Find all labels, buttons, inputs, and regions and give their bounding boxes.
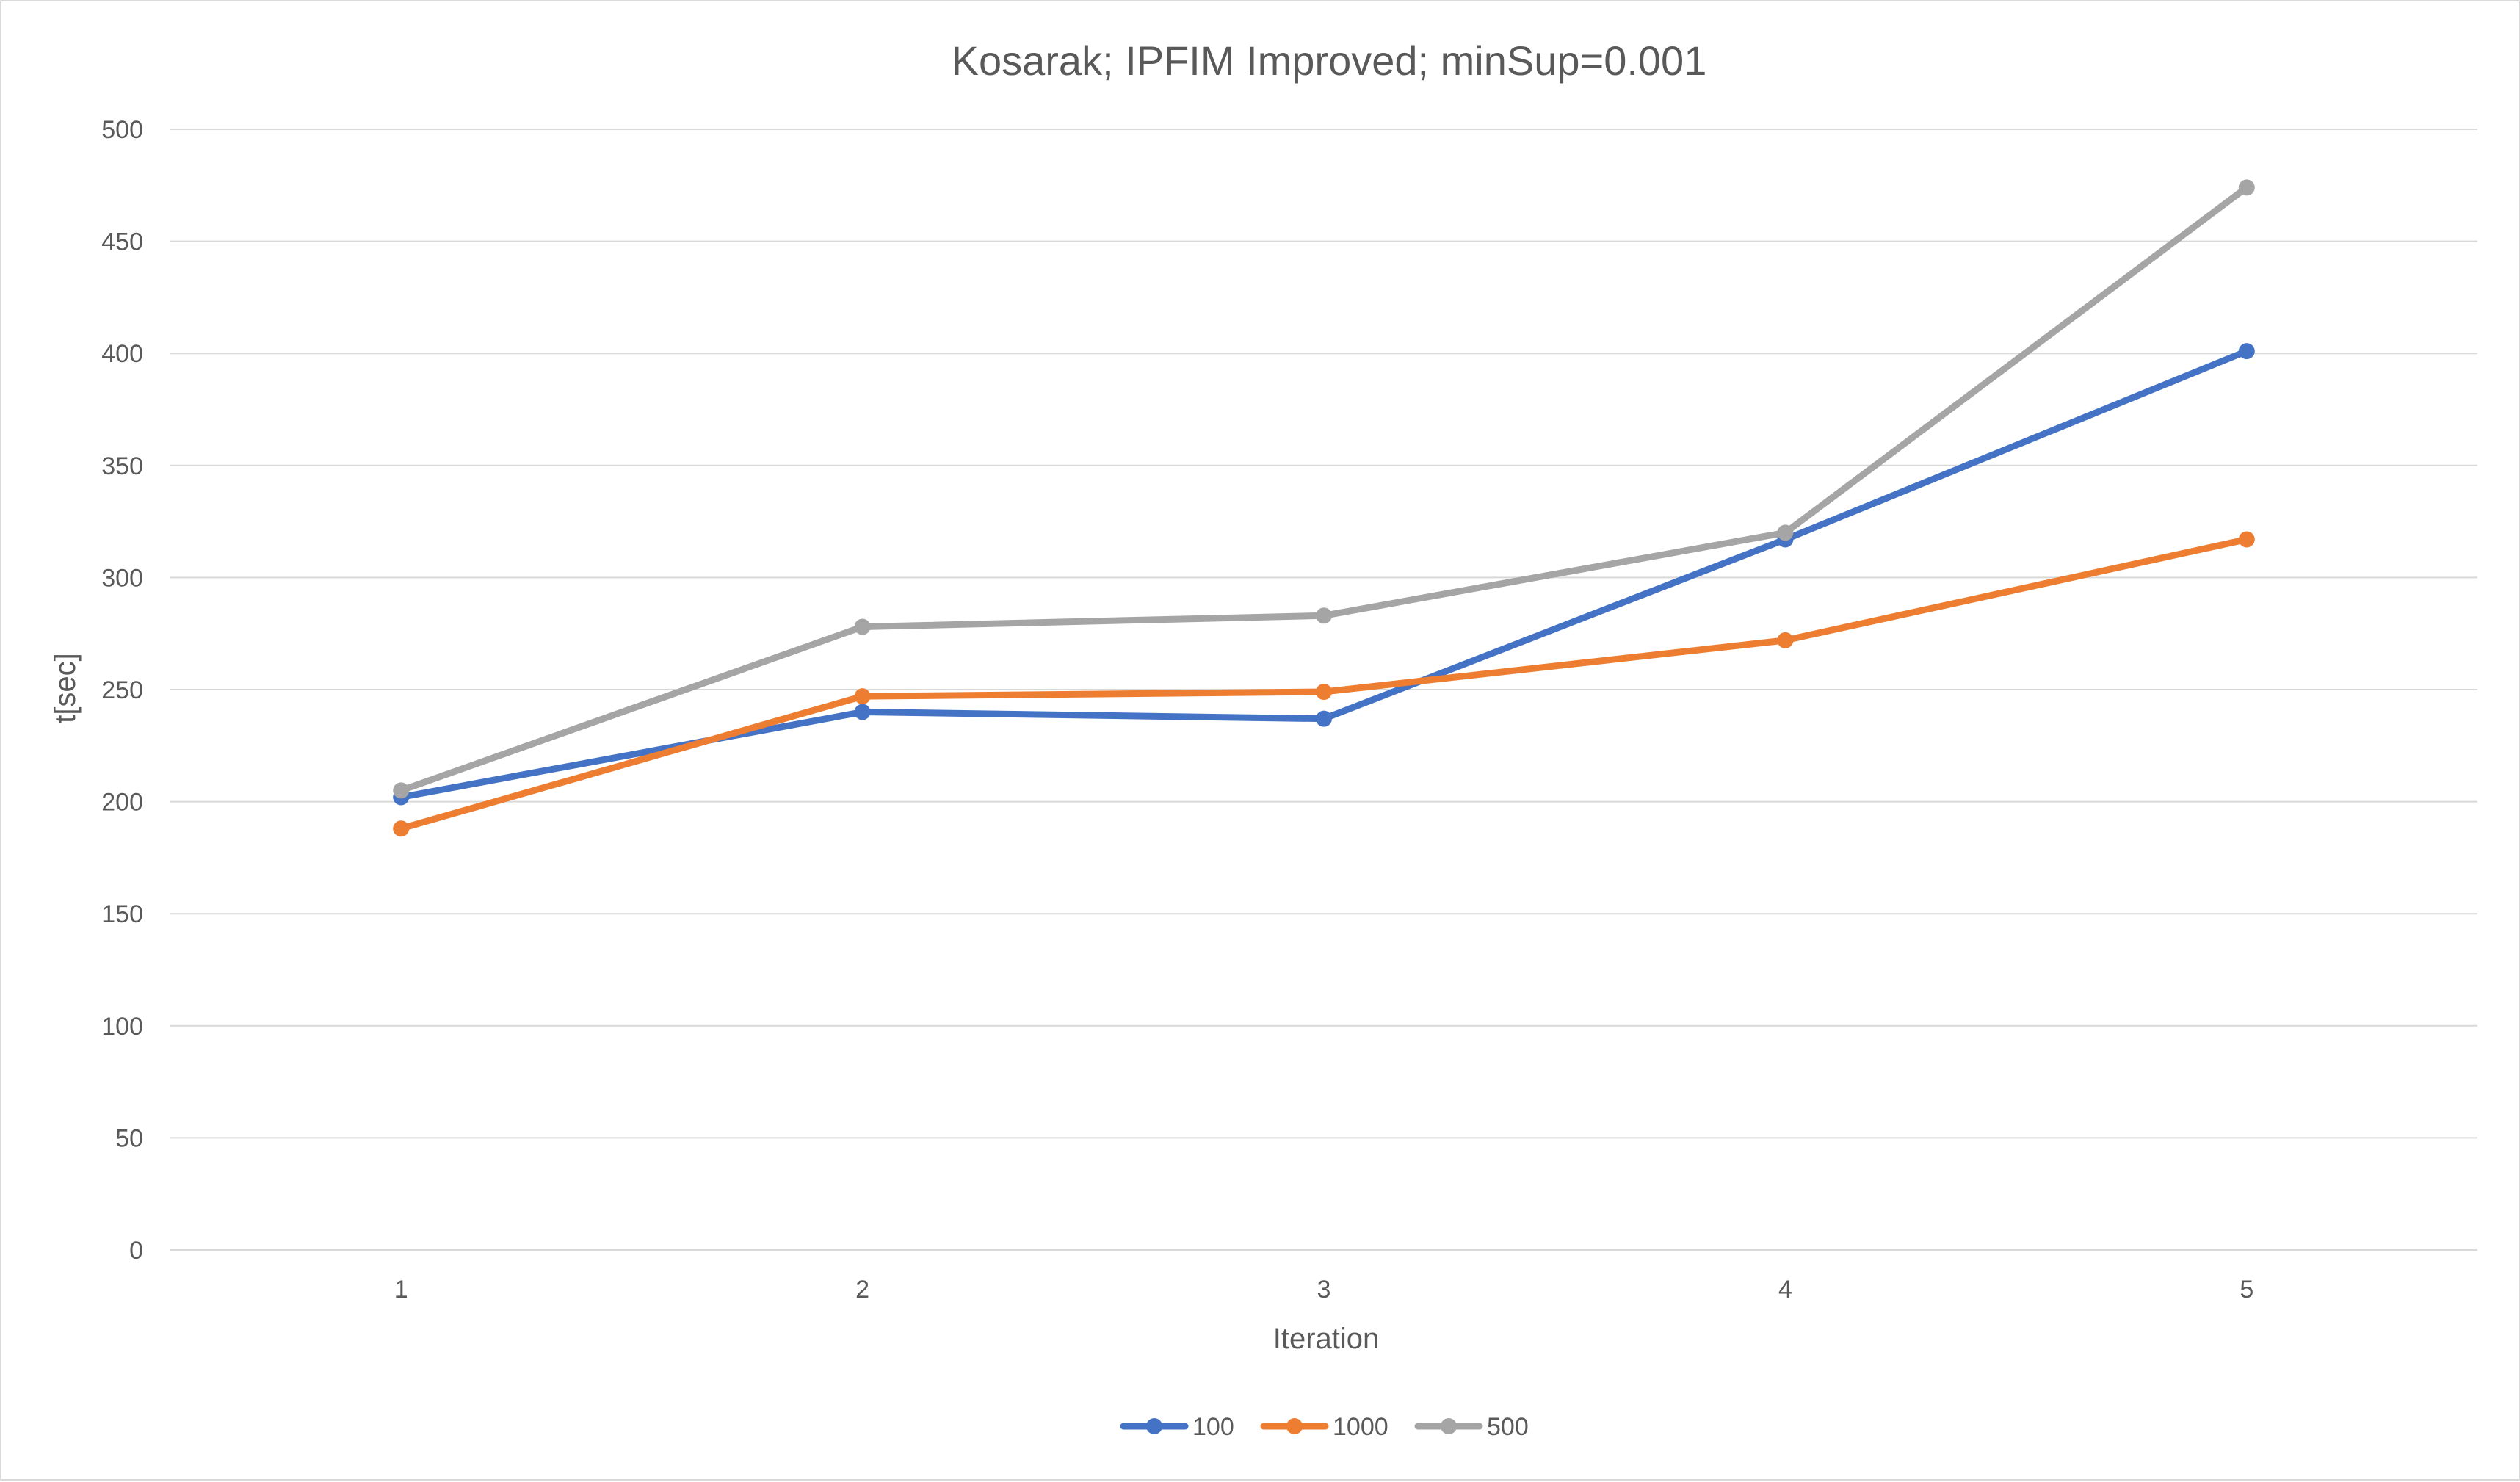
data-point bbox=[393, 820, 410, 837]
x-tick-label: 4 bbox=[1778, 1276, 1792, 1304]
series-1000 bbox=[393, 531, 2255, 837]
legend-item-1000: 1000 bbox=[1260, 1413, 1388, 1441]
y-tick-label: 450 bbox=[101, 228, 143, 256]
x-tick-label: 5 bbox=[2240, 1276, 2253, 1304]
x-tick-label: 3 bbox=[1317, 1276, 1331, 1304]
data-point bbox=[2238, 531, 2255, 548]
y-tick-label: 200 bbox=[101, 789, 143, 817]
legend-swatch-marker bbox=[1146, 1418, 1162, 1434]
legend-swatch-marker bbox=[1286, 1418, 1303, 1434]
x-tick-label: 2 bbox=[855, 1276, 869, 1304]
data-point bbox=[2238, 179, 2255, 196]
legend-item-100: 100 bbox=[1120, 1413, 1234, 1441]
y-tick-label: 150 bbox=[101, 900, 143, 928]
legend-label: 1000 bbox=[1333, 1413, 1388, 1441]
series-line bbox=[397, 184, 2251, 794]
x-axis-title: Iteration bbox=[1273, 1323, 1380, 1355]
chart-title: Kosarak; IPFIM Improved; minSup=0.001 bbox=[952, 37, 1707, 84]
y-tick-label: 300 bbox=[101, 564, 143, 592]
data-point bbox=[1777, 632, 1794, 648]
data-point bbox=[854, 704, 871, 720]
data-point bbox=[393, 782, 410, 799]
data-point bbox=[1316, 710, 1332, 727]
data-point bbox=[2238, 343, 2255, 360]
legend: 100 1000 500 bbox=[1120, 1413, 1529, 1441]
x-tick-label: 1 bbox=[394, 1276, 408, 1304]
y-tick-label: 500 bbox=[101, 116, 143, 144]
y-axis-ticks: 0 50 100 150 200 250 300 350 400 450 500 bbox=[101, 116, 143, 1265]
legend-label: 500 bbox=[1487, 1413, 1529, 1441]
data-point bbox=[1316, 684, 1332, 701]
x-axis-ticks: 1 2 3 4 5 bbox=[394, 1276, 2254, 1304]
y-axis-title: t[sec] bbox=[49, 653, 82, 723]
y-tick-label: 350 bbox=[101, 452, 143, 480]
y-tick-label: 0 bbox=[129, 1237, 143, 1265]
y-tick-label: 50 bbox=[115, 1124, 143, 1152]
y-tick-label: 400 bbox=[101, 340, 143, 368]
legend-swatch-marker bbox=[1441, 1418, 1457, 1434]
legend-label: 100 bbox=[1192, 1413, 1234, 1441]
series-500 bbox=[393, 179, 2255, 799]
series-line bbox=[397, 347, 2251, 800]
series-100 bbox=[393, 343, 2255, 806]
data-point bbox=[1777, 524, 1794, 541]
y-tick-label: 250 bbox=[101, 676, 143, 704]
data-point bbox=[1316, 607, 1332, 624]
data-point bbox=[854, 688, 871, 705]
y-tick-label: 100 bbox=[101, 1013, 143, 1041]
legend-item-500: 500 bbox=[1414, 1413, 1529, 1441]
data-point bbox=[854, 618, 871, 635]
data-series bbox=[393, 179, 2255, 837]
